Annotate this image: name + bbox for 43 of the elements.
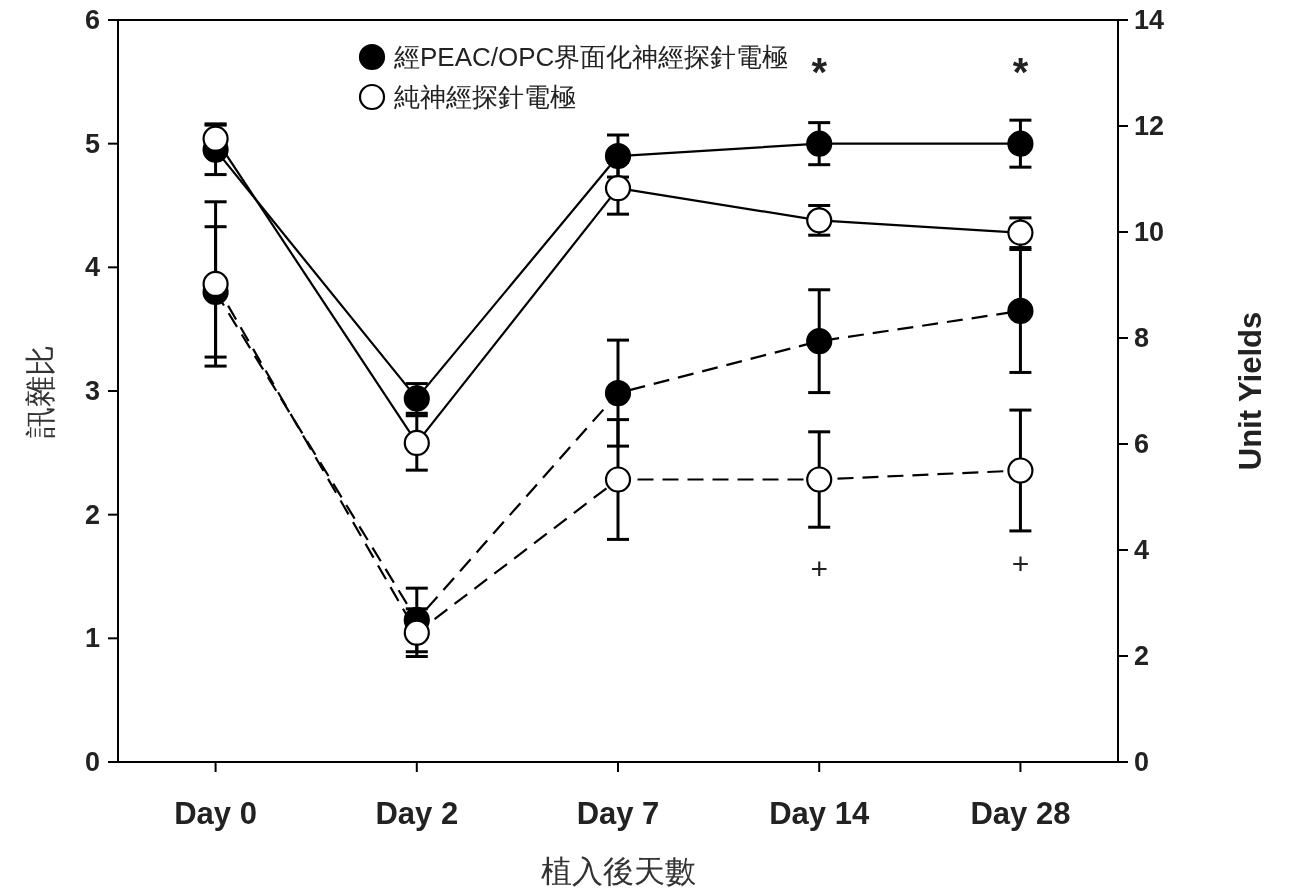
y2-tick-label: 0 (1134, 747, 1150, 777)
point (1007, 130, 1034, 157)
annotation: + (1011, 546, 1030, 580)
y2-tick-label: 6 (1134, 429, 1150, 459)
point (202, 270, 229, 298)
x-tick-label: Day 7 (576, 796, 660, 831)
point (806, 466, 833, 493)
y-tick-label: 5 (84, 128, 100, 159)
legend-label: 經PEAC/OPC界面化神經探針電極 (393, 42, 789, 72)
point (806, 130, 833, 157)
y-tick-label: 0 (84, 747, 100, 777)
x-tick-label: Day 0 (174, 796, 257, 831)
x-tick-label: Day 14 (769, 796, 870, 831)
y2-tick-label: 14 (1134, 5, 1165, 35)
x-axis-title: 植入後天數 (540, 854, 696, 889)
point (1007, 297, 1034, 325)
point (604, 380, 632, 407)
y-tick-label: 3 (84, 376, 100, 406)
point (202, 125, 229, 152)
point (604, 466, 632, 493)
y2-tick-label: 10 (1134, 217, 1165, 247)
point (1007, 457, 1034, 484)
y2-tick-label: 2 (1134, 641, 1150, 671)
y2-tick-label: 8 (1134, 323, 1150, 353)
y-tick-label: 4 (84, 252, 100, 283)
point (403, 619, 430, 646)
annotation: * (811, 50, 828, 94)
y-tick-label: 2 (84, 499, 100, 530)
y2-tick-label: 12 (1134, 111, 1165, 141)
y2-tick-label: 4 (1134, 535, 1150, 565)
point (403, 429, 430, 457)
y-tick-label: 6 (84, 5, 100, 35)
annotation: * (1012, 50, 1029, 94)
legend-label: 純神經探針電極 (394, 82, 576, 112)
annotation: + (810, 551, 828, 585)
y2-axis-title: Unit Yields (1232, 311, 1268, 471)
x-tick-label: Day 2 (375, 796, 459, 831)
x-tick-label: Day 28 (970, 796, 1071, 831)
y-tick-label: 1 (84, 623, 100, 654)
point (604, 175, 632, 202)
point (604, 142, 632, 170)
y-axis-title: 訊雜比 (22, 344, 58, 438)
point (806, 328, 833, 355)
